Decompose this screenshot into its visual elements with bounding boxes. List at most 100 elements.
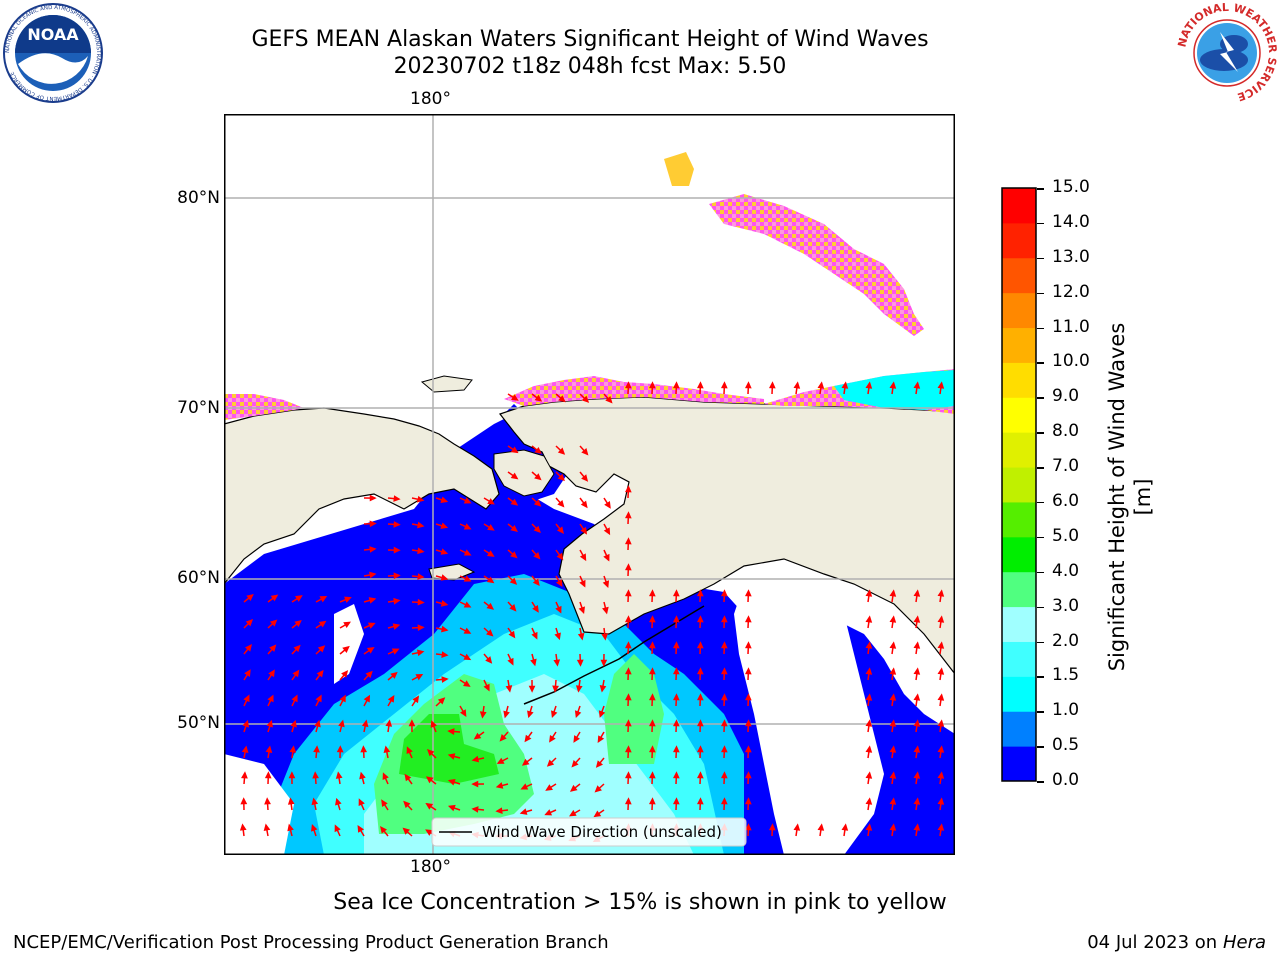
wave-direction-arrowhead [744,719,752,727]
wave-direction-arrowhead [865,771,873,779]
wave-direction-arrowhead [412,695,420,704]
colorbar-segment [1002,501,1036,538]
wave-direction-arrowhead [889,823,897,831]
wave-direction-arrowhead [524,734,532,743]
wave-direction-arrowhead [243,694,250,703]
wave-direction-arrowhead [508,630,516,639]
wave-direction-arrowhead [557,447,566,455]
sea-ice-north [709,194,924,336]
wave-direction-arrowhead [594,785,602,793]
wave-direction-arrowhead [624,485,632,493]
wave-direction-arrowhead [471,806,479,813]
wave-direction-arrowhead [366,646,375,654]
wave-direction-arrowhead [720,719,728,727]
wave-direction-arrowhead [441,625,449,633]
wave-direction-arrowhead [268,669,275,678]
wave-direction-arrowhead [865,797,873,805]
footer-date-text: 04 Jul 2023 on [1087,932,1223,953]
wave-direction-arrowhead [889,615,897,623]
wave-direction-arrowhead [430,720,437,728]
wave-direction-arrowhead [552,685,559,693]
wave-direction-arrowhead [889,381,897,389]
wave-direction-arrowhead [463,575,472,582]
wave-direction-arrowhead [648,615,656,623]
wave-direction-arrowhead [937,823,945,831]
colorbar-tick-label: 6.0 [1052,490,1080,511]
colorbar-tick-label: 13.0 [1052,246,1090,267]
wave-direction-arrowhead [937,381,945,389]
wave-direction-arrowhead [265,745,273,753]
wave-direction-arrowhead [294,620,302,628]
wave-direction-arrowhead [937,641,945,649]
wave-direction-arrowhead [624,745,632,753]
colorbar-tick-mark [1037,467,1044,469]
wave-direction-arrowhead [696,719,704,727]
lat-label-80: 80°N [177,188,220,208]
wave-direction-arrowhead [358,798,365,807]
wave-direction-arrowhead [393,546,401,554]
wave-direction-arrowhead [768,823,776,831]
wave-direction-arrowhead [335,771,343,779]
wave-direction-arrowhead [403,800,411,809]
wave-direction-arrowhead [573,735,580,743]
wave-direction-arrowhead [937,719,945,727]
colorbar-tick-label: 15.0 [1052,177,1090,197]
wave-direction-arrowhead [393,495,401,502]
wave-direction-arrowhead [889,719,897,727]
wave-direction-arrowhead [510,551,518,559]
colorbar-tick-mark [1037,641,1044,643]
beaufort-cyan [834,370,955,410]
aleutian-chain [523,605,705,705]
wave-direction-arrowhead [359,771,366,780]
wave-direction-arrowhead [569,784,578,792]
wave-direction-arrowhead [569,809,577,817]
wave-direction-arrowhead [580,526,588,535]
wave-direction-arrowhead [440,522,449,529]
wave-direction-arrowhead [533,552,541,560]
wave-direction-arrowhead [937,667,945,675]
lat-label-60: 60°N [177,568,220,588]
wave-direction-arrowhead [865,719,873,727]
colorbar-tick-mark [1037,606,1044,609]
wave-direction-arrowhead [471,755,480,763]
wave-direction-arrowhead [672,719,680,727]
wave-direction-arrowhead [365,670,373,679]
colorbar-tick-mark [1037,188,1044,190]
wave-direction-arrowhead [499,734,507,742]
wave-direction-arrowhead [720,381,728,389]
wave-direction-arrowhead [532,605,539,613]
wave-direction-arrowhead [316,669,324,678]
wave-direction-arrowhead [338,719,345,728]
wave-direction-arrowhead [463,497,472,504]
wave-direction-arrowhead [341,670,349,678]
wave-direction-arrowhead [264,797,271,805]
wave-direction-arrowhead [913,641,921,649]
wave-direction-arrowhead [463,653,472,661]
wave-direction-arrowhead [483,683,490,692]
wave-direction-arrowhead [368,597,377,604]
wave-direction-arrowhead [415,673,424,681]
wave-direction-arrowhead [318,620,327,628]
colorbar-tick-mark [1037,222,1044,225]
footer-host: Hera [1222,932,1266,953]
colorbar-segment [1002,536,1036,573]
wave-direction-arrowhead [289,745,297,753]
wave-direction-arrowhead [380,826,387,834]
wave-direction-arrowhead [242,719,250,728]
wave-direction-arrowhead [672,381,680,389]
wave-direction-arrowhead [581,448,589,456]
colorbar-segment [1002,432,1036,468]
wave-direction-arrowhead [263,823,271,831]
wave-direction-arrowhead [417,624,425,632]
wave-direction-arrowhead [270,594,279,602]
wave-direction-arrowhead [509,577,518,585]
wave-direction-arrowhead [425,802,434,810]
wave-direction-arrowhead [672,693,680,701]
wave-direction-arrowhead [913,667,921,675]
wave-direction-arrowhead [793,823,801,831]
wave-direction-arrowhead [531,631,538,640]
colorbar-tick-mark [1037,536,1044,539]
wave-direction-arrowhead [889,745,897,753]
wave-direction-arrowhead [267,694,274,703]
wave-direction-arrowhead [361,719,369,728]
